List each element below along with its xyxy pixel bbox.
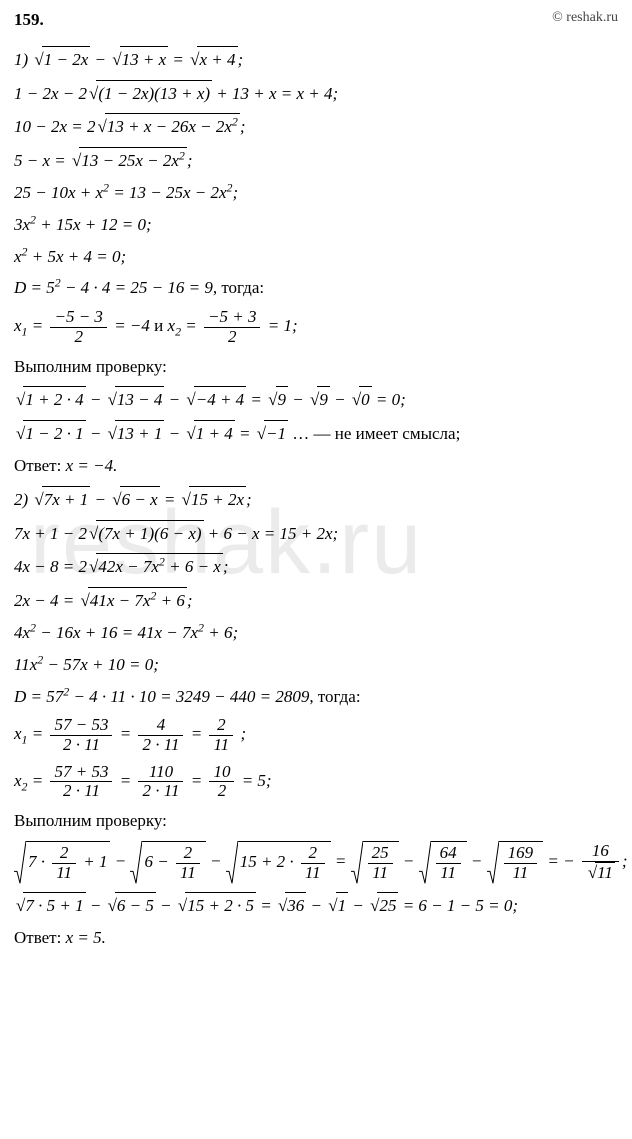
p2-step2: 7x + 1 − 2(7x + 1)(6 − x) + 6 − x = 15 +… xyxy=(14,520,618,546)
p2-step6: 11x2 − 57x + 10 = 0; xyxy=(14,653,618,677)
p2-check2: 7 · 5 + 1 − 6 − 5 − 15 + 2 · 5 = 36 − 1 … xyxy=(14,892,618,918)
p1-step6: 3x2 + 15x + 12 = 0; xyxy=(14,213,618,237)
p1-step5: 25 − 10x + x2 = 13 − 25x − 2x2; xyxy=(14,181,618,205)
p2-step5: 4x2 − 16x + 16 = 41x − 7x2 + 6; xyxy=(14,621,618,645)
p2-discriminant: D = 572 − 4 · 11 · 10 = 3249 − 440 = 280… xyxy=(14,685,618,709)
p1-roots: x1 = −5 − 32 = −4 и x2 = −5 + 32 = 1; xyxy=(14,308,618,346)
p1-check1: 1 + 2 · 4 − 13 − 4 − −4 + 4 = 9 − 9 − 0 … xyxy=(14,386,618,412)
p2-root2: x2 = 57 + 532 · 11 = 1102 · 11 = 102 = 5… xyxy=(14,763,618,801)
p1-step3: 10 − 2x = 213 + x − 26x − 2x2; xyxy=(14,113,618,139)
p2-step4: 2x − 4 = 41x − 7x2 + 6; xyxy=(14,587,618,613)
p1-step7: x2 + 5x + 4 = 0; xyxy=(14,245,618,269)
problem-number: 159. xyxy=(14,8,44,32)
p1-check2: 1 − 2 · 1 − 13 + 1 − 1 + 4 = −1 … — не и… xyxy=(14,420,618,446)
p2-check-label: Выполним проверку: xyxy=(14,809,618,833)
p1-check-label: Выполним проверку: xyxy=(14,355,618,379)
solution-content: 1) 1 − 2x − 13 + x = x + 4; 1 − 2x − 2(1… xyxy=(0,32,632,972)
copyright: © reshak.ru xyxy=(552,8,618,28)
p2-step3: 4x − 8 = 242x − 7x2 + 6 − x; xyxy=(14,553,618,579)
p2-check1: 7 · 211 + 1 − 6 − 211 − 15 + 2 · 211 = 2… xyxy=(14,841,618,884)
p1-equation: 1) 1 − 2x − 13 + x = x + 4; xyxy=(14,46,618,72)
p1-step2: 1 − 2x − 2(1 − 2x)(13 + x) + 13 + x = x … xyxy=(14,80,618,106)
p1-answer: Ответ: x = −4. xyxy=(14,454,618,478)
p2-root1: x1 = 57 − 532 · 11 = 42 · 11 = 211 ; xyxy=(14,716,618,754)
p2-equation: 2) 7x + 1 − 6 − x = 15 + 2x; xyxy=(14,486,618,512)
p1-step4: 5 − x = 13 − 25x − 2x2; xyxy=(14,147,618,173)
p1-discriminant: D = 52 − 4 · 4 = 25 − 16 = 9, тогда: xyxy=(14,276,618,300)
p2-answer: Ответ: x = 5. xyxy=(14,926,618,950)
header: 159. © reshak.ru xyxy=(0,0,632,32)
